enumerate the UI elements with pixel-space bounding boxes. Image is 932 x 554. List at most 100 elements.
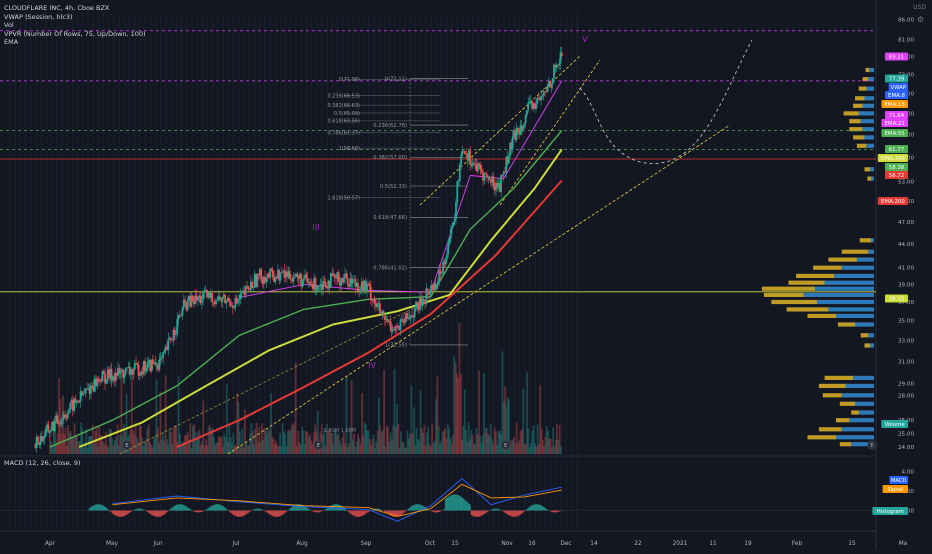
earnings-icon[interactable]: E — [501, 441, 510, 450]
candle-body — [543, 91, 545, 95]
macd-histogram-bar — [415, 504, 417, 510]
macd-histogram-bar — [113, 511, 115, 515]
indicator-vwap[interactable]: VWAP (Session, hlc3) — [4, 13, 146, 22]
macd-histogram-bar — [184, 506, 186, 511]
candle-body — [222, 297, 224, 301]
price-tag[interactable]: 71.64 — [885, 111, 908, 119]
macd-legend[interactable]: MACD (12, 26, close, 9) — [4, 459, 80, 467]
macd-histogram-bar — [247, 511, 249, 513]
macd-histogram-bar — [410, 507, 412, 511]
price-tag[interactable]: EMA:8 — [885, 91, 908, 99]
candle-body — [201, 299, 203, 303]
candle-body — [484, 173, 486, 180]
macd-histogram-bar — [549, 511, 551, 512]
chart-title[interactable]: CLOUDFLARE INC, 4h, Cboe BZX — [4, 4, 146, 13]
price-tag[interactable]: 77.39 — [885, 75, 908, 83]
candle-body — [265, 278, 267, 282]
vpvr-bar-up — [870, 167, 874, 171]
price-tag-text: 83.21 — [889, 55, 904, 61]
candle-body — [293, 278, 295, 282]
candle-body — [402, 319, 404, 322]
price-tag-text: EMA:200 — [881, 199, 905, 205]
earnings-icon[interactable]: E — [314, 441, 323, 450]
macd-histogram-bar — [130, 511, 132, 512]
earnings-icon[interactable]: E — [122, 441, 131, 450]
candle-body — [379, 303, 381, 313]
macd-histogram-bar — [275, 511, 277, 517]
macd-histogram-bar — [556, 511, 558, 513]
macd-legend-tag[interactable]: Signal — [883, 485, 908, 493]
candle-body — [215, 300, 217, 304]
macd-histogram-bar — [120, 511, 122, 517]
candle-body — [325, 282, 327, 287]
macd-histogram-bar — [183, 505, 185, 511]
price-tag[interactable]: 38.15 — [885, 295, 908, 303]
indicator-vol[interactable]: Vol — [4, 21, 146, 30]
wave-label-iii: III — [312, 223, 319, 232]
candle-body — [460, 155, 462, 164]
indicator-ema[interactable]: EMA — [4, 38, 146, 47]
macd-legend-tag[interactable]: Histogram — [872, 507, 908, 515]
candle-body — [68, 410, 70, 413]
macd-histogram-bar — [352, 511, 354, 516]
price-tag[interactable]: EMA:55 — [881, 129, 908, 137]
price-tag[interactable]: 83.21 — [885, 53, 908, 61]
candle-body — [423, 299, 425, 300]
macd-histogram-bar — [343, 508, 345, 511]
macd-histogram-bar — [161, 511, 163, 516]
candle-body — [357, 283, 359, 291]
macd-histogram-bar — [431, 511, 433, 512]
price-tag-text: EMA:8 — [888, 93, 905, 99]
candle-body — [552, 78, 554, 84]
macd-histogram-bar — [240, 511, 242, 517]
currency-label: USD — [913, 4, 926, 11]
candle-body — [136, 363, 138, 364]
indicator-vpvr[interactable]: VPVR (Number Of Rows, 75, Up/Down, 100) — [4, 30, 146, 39]
candle-body — [276, 277, 278, 279]
macd-histogram-bar — [459, 496, 461, 511]
macd-histogram-bar — [495, 509, 497, 511]
time-axis-tick: 11 — [709, 541, 717, 547]
gear-icon[interactable]: ⚙ — [917, 15, 924, 24]
fib-level-label: 0.382(57.00) — [373, 155, 407, 161]
candle-body — [535, 104, 537, 109]
vpvr-bar-down — [859, 87, 867, 91]
macd-histogram-bar — [242, 511, 244, 517]
price-tag[interactable]: EMA:21 — [881, 119, 908, 127]
macd-histogram-bar — [117, 511, 119, 517]
price-tag[interactable]: 56.72 — [885, 171, 908, 179]
time-axis-tick: 22 — [634, 541, 642, 547]
macd-histogram-bar — [187, 507, 189, 510]
fib-old-label: 1.618(50.57) — [327, 195, 360, 201]
price-tag[interactable]: EMA:100 — [878, 154, 908, 162]
macd-histogram-bar — [491, 509, 493, 510]
macd-legend-tag[interactable]: MACD — [889, 476, 908, 484]
price-tag[interactable]: 61.77 — [885, 145, 908, 153]
macd-histogram-bar — [291, 507, 293, 511]
vpvr-bar-down — [860, 238, 871, 242]
price-tag[interactable]: Volume — [881, 420, 908, 428]
candle-body — [454, 219, 456, 222]
vpvr-bar-up — [863, 104, 874, 108]
price-tag[interactable]: EMA:13 — [881, 100, 908, 108]
macd-histogram-bar — [233, 511, 235, 516]
macd-histogram-bar — [94, 505, 96, 511]
time-axis-tick: 15 — [848, 541, 856, 547]
earnings-icon[interactable]: E — [868, 441, 877, 450]
macd-histogram-bar — [419, 505, 421, 511]
macd-histogram-bar — [108, 510, 110, 511]
price-tag[interactable]: EMA:200 — [878, 197, 908, 205]
price-tag[interactable]: 58.38 — [885, 163, 908, 171]
macd-histogram-bar — [379, 509, 381, 511]
price-tag-text: 71.64 — [889, 113, 905, 119]
macd-histogram-bar — [401, 511, 403, 515]
macd-histogram-bar — [484, 511, 486, 515]
vpvr-bar-down — [764, 293, 804, 297]
price-tag[interactable]: VWAP — [889, 83, 908, 91]
vpvr-bar-up — [859, 111, 874, 115]
candle-body — [389, 321, 391, 326]
macd-histogram-bar — [216, 504, 218, 510]
macd-legend-text: MACD — [891, 478, 907, 484]
macd-histogram-bar — [480, 511, 482, 517]
